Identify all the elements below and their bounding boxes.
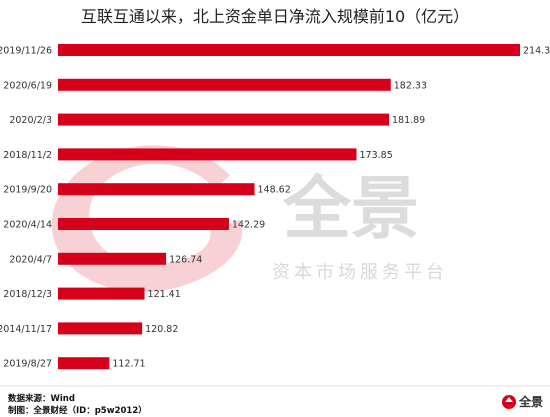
value-label: 214.30 (523, 46, 550, 57)
category-label: 2019/11/26 (0, 46, 52, 57)
bar (58, 218, 229, 230)
bar (58, 357, 110, 370)
bars-group: 2019/11/26 214.30 2020/6/19 182.33 2020/2/3 1… (0, 44, 550, 370)
category-label: 2018/12/3 (3, 289, 52, 300)
bar (58, 322, 143, 335)
value-label: 142.29 (232, 220, 265, 231)
logo-mark-inner-icon (505, 397, 513, 402)
footer-source: 数据来源：Wind (8, 393, 75, 404)
value-label: 121.41 (148, 289, 181, 300)
footer-maker: 制图：全景财经（ID：p5w2012） (8, 405, 147, 416)
brand-logo: 全景 (502, 394, 543, 409)
logo-text: 全景 (518, 394, 543, 409)
category-label: 2020/6/19 (3, 80, 52, 91)
bar (58, 183, 255, 196)
bar (58, 113, 389, 126)
value-label: 181.89 (392, 115, 425, 126)
category-label: 2014/11/17 (0, 324, 52, 335)
category-label: 2019/9/20 (3, 185, 52, 196)
bar (58, 148, 357, 161)
bar (58, 252, 167, 265)
value-label: 182.33 (394, 80, 427, 91)
category-label: 2018/11/2 (3, 150, 52, 161)
value-label: 120.82 (145, 324, 178, 335)
bar (58, 78, 391, 91)
category-label: 2020/4/7 (9, 254, 52, 265)
chart-title: 互联互通以来，北上资金单日净流入规模前10（亿元） (81, 7, 469, 26)
bar (58, 44, 520, 56)
bar (58, 287, 145, 300)
watermark-small-text: 资本市场服务平台 (272, 262, 448, 283)
value-label: 112.71 (112, 359, 145, 370)
category-label: 2020/4/14 (3, 220, 52, 231)
watermark-big-text: 全景 (282, 170, 419, 249)
value-label: 126.74 (169, 254, 202, 265)
category-label: 2020/2/3 (9, 115, 52, 126)
value-label: 173.85 (360, 150, 393, 161)
value-label: 148.62 (258, 185, 291, 196)
category-label: 2019/8/27 (3, 359, 52, 370)
